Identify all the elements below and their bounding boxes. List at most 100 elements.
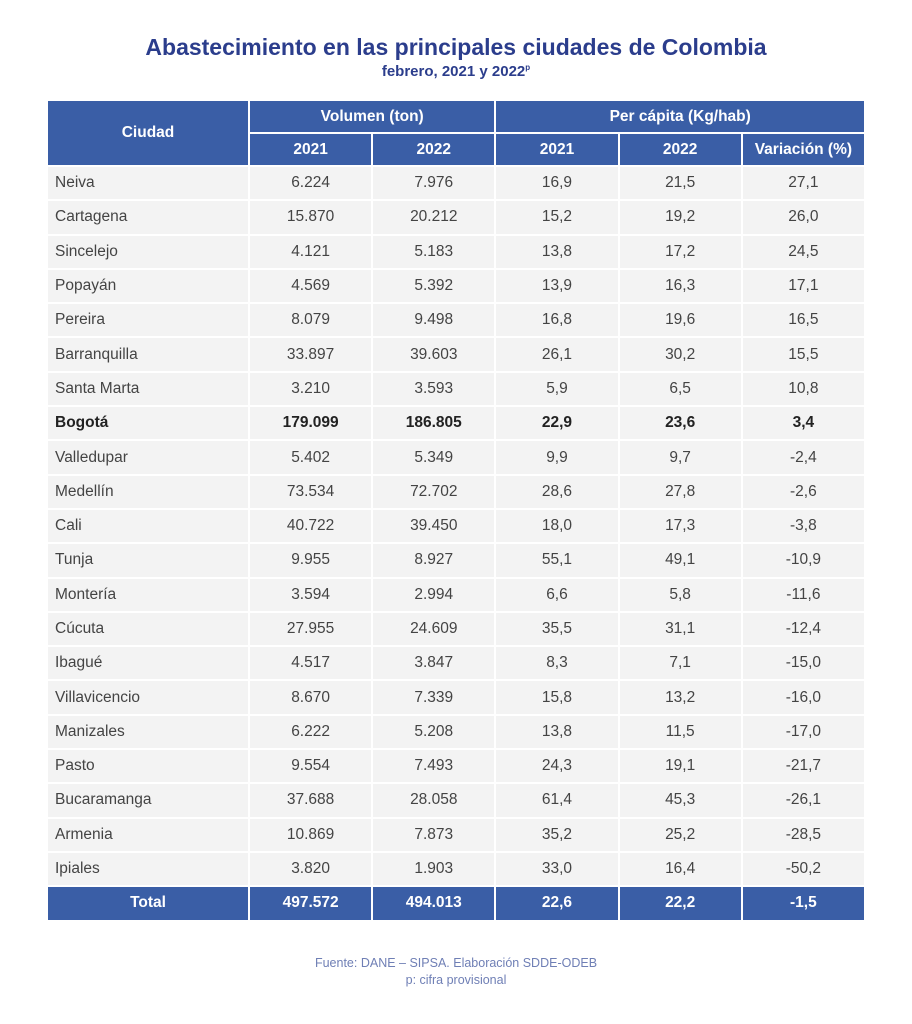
cell-per-capita-2021: 55,1 <box>496 544 618 577</box>
cell-city: Manizales <box>48 715 248 749</box>
cell-variation: -26,1 <box>742 784 864 817</box>
table-row: Popayán 4.569 5.392 13,9 16,3 17,1 <box>48 269 864 303</box>
cell-per-capita-2022: 22,2 <box>619 887 741 920</box>
cell-per-capita-2022: 31,1 <box>619 612 741 646</box>
cell-per-capita-2022: 7,1 <box>619 647 741 680</box>
cell-per-capita-2022: 23,6 <box>619 407 741 440</box>
cell-volume-2021: 37.688 <box>250 784 372 817</box>
table-row: Medellín 73.534 72.702 28,6 27,8 -2,6 <box>48 475 864 508</box>
cell-per-capita-2021: 13,9 <box>496 269 618 303</box>
cell-volume-2022: 494.013 <box>373 887 495 920</box>
cell-volume-2021: 9.955 <box>250 544 372 577</box>
cell-per-capita-2021: 33,0 <box>496 852 618 886</box>
cell-per-capita-2022: 19,2 <box>619 201 741 234</box>
cell-city: Cartagena <box>48 201 248 234</box>
cell-variation: -12,4 <box>742 612 864 646</box>
cell-variation: -10,9 <box>742 544 864 577</box>
table-row: Armenia 10.869 7.873 35,2 25,2 -28,5 <box>48 818 864 851</box>
cell-variation: -16,0 <box>742 681 864 714</box>
cell-volume-2022: 2.994 <box>373 578 495 611</box>
cell-variation: -21,7 <box>742 750 864 783</box>
cell-per-capita-2022: 19,1 <box>619 750 741 783</box>
cell-city: Pereira <box>48 304 248 337</box>
cell-variation: 17,1 <box>742 269 864 303</box>
cell-city: Villavicencio <box>48 681 248 714</box>
cell-per-capita-2021: 9,9 <box>496 441 618 474</box>
cell-volume-2022: 5.208 <box>373 715 495 749</box>
header-row-2: 2021 2022 2021 2022 Variación (%) <box>48 134 864 165</box>
cell-variation: -2,6 <box>742 475 864 508</box>
cell-city: Valledupar <box>48 441 248 474</box>
cell-per-capita-2022: 5,8 <box>619 578 741 611</box>
cell-volume-2022: 39.450 <box>373 509 495 543</box>
cell-volume-2022: 28.058 <box>373 784 495 817</box>
cell-volume-2022: 7.976 <box>373 167 495 200</box>
cell-variation: 26,0 <box>742 201 864 234</box>
page-title: Abastecimiento en las principales ciudad… <box>145 34 767 60</box>
cell-volume-2021: 4.517 <box>250 647 372 680</box>
cell-per-capita-2021: 22,9 <box>496 407 618 440</box>
header-pc-2022: 2022 <box>619 134 741 165</box>
cell-volume-2021: 6.224 <box>250 167 372 200</box>
cell-per-capita-2021: 13,8 <box>496 235 618 268</box>
cell-per-capita-2022: 17,3 <box>619 509 741 543</box>
table-row: Barranquilla 33.897 39.603 26,1 30,2 15,5 <box>48 338 864 371</box>
cell-per-capita-2022: 17,2 <box>619 235 741 268</box>
cell-variation: -50,2 <box>742 852 864 886</box>
provisional-marker: p <box>525 63 531 72</box>
table-row: Manizales 6.222 5.208 13,8 11,5 -17,0 <box>48 715 864 749</box>
cell-per-capita-2022: 16,4 <box>619 852 741 886</box>
cell-city: Popayán <box>48 269 248 303</box>
cell-per-capita-2021: 6,6 <box>496 578 618 611</box>
cell-per-capita-2022: 21,5 <box>619 167 741 200</box>
header-pc-2021: 2021 <box>496 134 618 165</box>
cell-per-capita-2022: 30,2 <box>619 338 741 371</box>
cell-volume-2021: 497.572 <box>250 887 372 920</box>
table-row: Ipiales 3.820 1.903 33,0 16,4 -50,2 <box>48 852 864 886</box>
cell-variation: 10,8 <box>742 372 864 406</box>
cell-volume-2021: 4.569 <box>250 269 372 303</box>
cell-volume-2021: 40.722 <box>250 509 372 543</box>
cell-variation: -11,6 <box>742 578 864 611</box>
cell-volume-2022: 7.493 <box>373 750 495 783</box>
cell-city: Montería <box>48 578 248 611</box>
cell-volume-2021: 3.594 <box>250 578 372 611</box>
table-row: Cúcuta 27.955 24.609 35,5 31,1 -12,4 <box>48 612 864 646</box>
provisional-note: p: cifra provisional <box>405 973 507 987</box>
cell-city: Ipiales <box>48 852 248 886</box>
cell-per-capita-2022: 25,2 <box>619 818 741 851</box>
cell-city: Tunja <box>48 544 248 577</box>
cell-per-capita-2021: 13,8 <box>496 715 618 749</box>
header-row-1: Ciudad Volumen (ton) Per cápita (Kg/hab) <box>48 101 864 165</box>
cell-per-capita-2022: 19,6 <box>619 304 741 337</box>
table-row: Ibagué 4.517 3.847 8,3 7,1 -15,0 <box>48 647 864 680</box>
cell-volume-2022: 24.609 <box>373 612 495 646</box>
cell-volume-2021: 15.870 <box>250 201 372 234</box>
cell-volume-2021: 27.955 <box>250 612 372 646</box>
cell-volume-2021: 179.099 <box>250 407 372 440</box>
cell-city: Barranquilla <box>48 338 248 371</box>
cell-variation: 27,1 <box>742 167 864 200</box>
cell-per-capita-2022: 16,3 <box>619 269 741 303</box>
page-subtitle: febrero, 2021 y 2022p <box>0 63 912 80</box>
table-row: Valledupar 5.402 5.349 9,9 9,7 -2,4 <box>48 441 864 474</box>
cell-volume-2022: 39.603 <box>373 338 495 371</box>
cell-per-capita-2022: 45,3 <box>619 784 741 817</box>
cell-volume-2022: 1.903 <box>373 852 495 886</box>
cell-volume-2021: 73.534 <box>250 475 372 508</box>
cell-per-capita-2022: 11,5 <box>619 715 741 749</box>
table-row: Cali 40.722 39.450 18,0 17,3 -3,8 <box>48 509 864 543</box>
header-city: Ciudad <box>48 101 248 165</box>
cell-city: Medellín <box>48 475 248 508</box>
total-row: Total 497.572 494.013 22,6 22,2 -1,5 <box>48 887 864 920</box>
cell-city: Santa Marta <box>48 372 248 406</box>
cell-variation: -28,5 <box>742 818 864 851</box>
cell-volume-2022: 20.212 <box>373 201 495 234</box>
cell-per-capita-2021: 24,3 <box>496 750 618 783</box>
cell-city: Pasto <box>48 750 248 783</box>
cell-per-capita-2021: 15,2 <box>496 201 618 234</box>
table-row: Neiva 6.224 7.976 16,9 21,5 27,1 <box>48 167 864 200</box>
header-per-capita: Per cápita (Kg/hab) <box>496 101 864 132</box>
cell-per-capita-2022: 13,2 <box>619 681 741 714</box>
table-row: Villavicencio 8.670 7.339 15,8 13,2 -16,0 <box>48 681 864 714</box>
